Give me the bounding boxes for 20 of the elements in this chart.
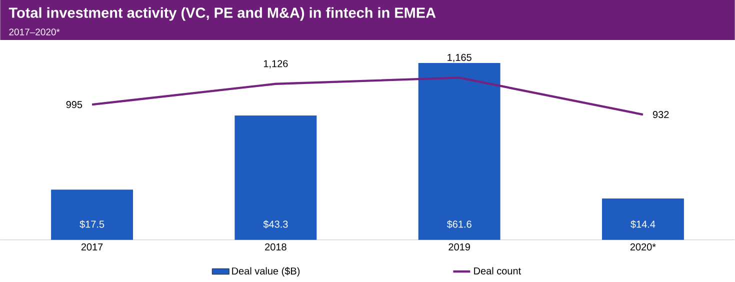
bar — [602, 198, 684, 240]
data-label: 1,165 — [448, 54, 472, 62]
data-label: $61.6 — [446, 220, 472, 228]
data-label: 1,126 — [264, 60, 288, 68]
bar — [418, 63, 500, 240]
data-label: 932 — [652, 111, 669, 118]
x-tick-label: 2018 — [265, 243, 286, 251]
data-label: $17.5 — [80, 220, 104, 228]
data-label: 995 — [66, 101, 82, 108]
x-tick-label: 2020* — [630, 243, 656, 251]
chart-title: Total investment activity (VC, PE and M&A) in fintech in EMEA — [8, 7, 436, 21]
bar — [234, 116, 317, 240]
data-label: $14.4 — [630, 220, 656, 228]
legend-label: Deal value ($B) — [232, 267, 300, 277]
x-tick-label: 2019 — [448, 243, 470, 251]
chart-subtitle: 2017–2020* — [9, 28, 60, 36]
data-label: $43.3 — [263, 220, 288, 228]
bar — [51, 190, 134, 240]
x-tick-label: 2017 — [81, 243, 103, 251]
legend-label: Deal count — [474, 267, 521, 275]
